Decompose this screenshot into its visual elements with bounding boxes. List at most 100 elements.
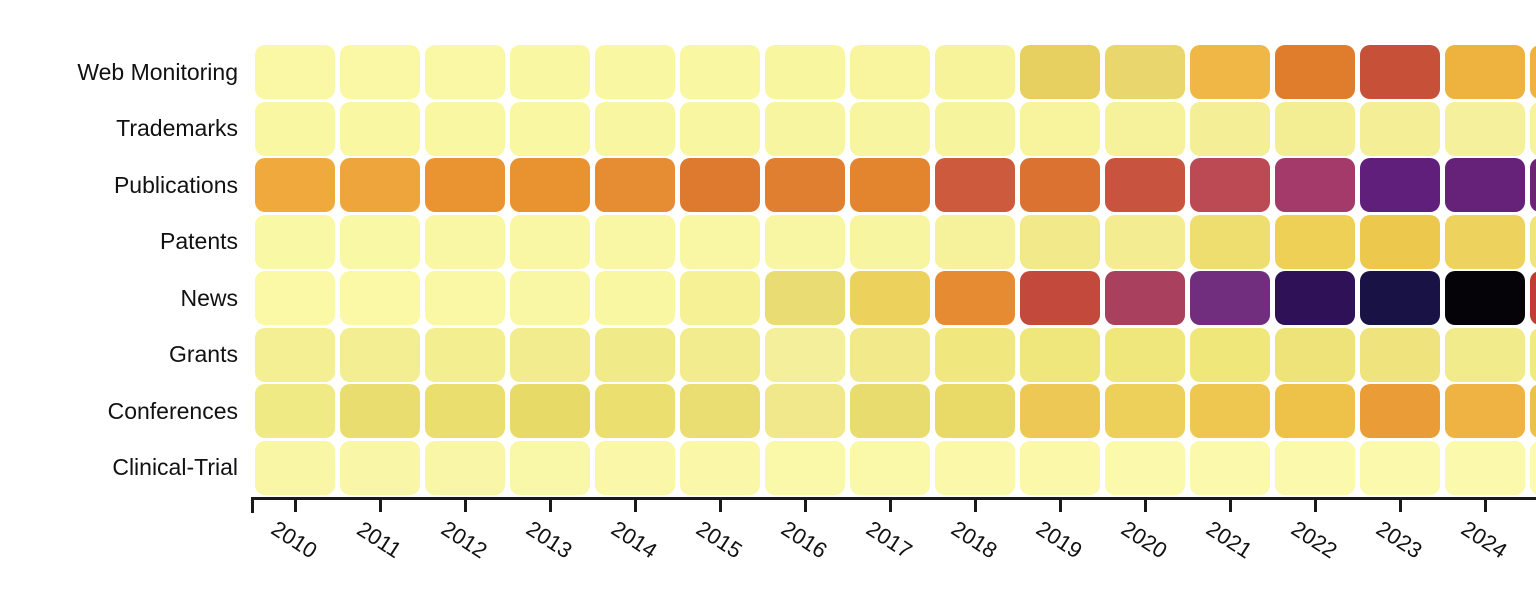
heatmap-cell-publications-2016 bbox=[765, 158, 845, 212]
heatmap-cell-patents-2016 bbox=[765, 214, 845, 269]
heatmap-cell-trademarks-2021 bbox=[1190, 101, 1270, 156]
x-axis-tick-2017 bbox=[888, 500, 892, 512]
heatmap-cell-clinical-trial-2022 bbox=[1275, 440, 1355, 495]
heatmap-cell-conferences-2020 bbox=[1105, 384, 1185, 438]
heatmap-cell-grants-2019 bbox=[1020, 327, 1100, 382]
heatmap-cell-web-monitoring-2024 bbox=[1445, 45, 1525, 99]
heatmap-cell-clinical-trial-partial bbox=[1530, 440, 1536, 495]
x-axis-tick-2014 bbox=[633, 500, 637, 512]
heatmap-cell-publications-2010 bbox=[255, 158, 335, 212]
heatmap-cell-patents-2012 bbox=[425, 214, 505, 269]
heatmap-cell-conferences-2011 bbox=[340, 384, 420, 438]
heatmap-cell-trademarks-2011 bbox=[340, 101, 420, 156]
heatmap-cell-web-monitoring-2015 bbox=[680, 45, 760, 99]
row-label-trademarks: Trademarks bbox=[116, 115, 238, 141]
x-tick-label-2022: 2022 bbox=[1286, 515, 1342, 564]
heatmap-cell-grants-2013 bbox=[510, 327, 590, 382]
row-label-conferences: Conferences bbox=[107, 397, 238, 424]
heatmap-cell-patents-2017 bbox=[850, 214, 930, 269]
heatmap-cell-grants-2012 bbox=[425, 327, 505, 382]
heatmap-cell-conferences-2014 bbox=[595, 384, 675, 438]
heatmap-cell-patents-2019 bbox=[1020, 214, 1100, 269]
heatmap-cell-trademarks-2012 bbox=[425, 101, 505, 156]
heatmap-cell-trademarks-2020 bbox=[1105, 101, 1185, 156]
heatmap-cell-publications-partial bbox=[1530, 158, 1536, 212]
heatmap-cell-publications-2011 bbox=[340, 158, 420, 212]
heatmap-cell-news-2013 bbox=[510, 271, 590, 325]
x-tick-label-2010: 2010 bbox=[266, 515, 322, 564]
heatmap-cell-trademarks-2015 bbox=[680, 101, 760, 156]
heatmap-cell-web-monitoring-2014 bbox=[595, 45, 675, 99]
heatmap-cell-patents-2023 bbox=[1360, 214, 1440, 269]
heatmap-cell-conferences-2019 bbox=[1020, 384, 1100, 438]
heatmap-cell-news-partial bbox=[1530, 271, 1536, 325]
heatmap-cell-publications-2015 bbox=[680, 158, 760, 212]
heatmap-cell-clinical-trial-2019 bbox=[1020, 440, 1100, 495]
x-tick-label-2011: 2011 bbox=[352, 516, 406, 563]
heatmap-cell-patents-2013 bbox=[510, 214, 590, 269]
heatmap-cell-grants-partial bbox=[1530, 327, 1536, 382]
heatmap-cell-news-2018 bbox=[935, 271, 1015, 325]
heatmap-cell-clinical-trial-2018 bbox=[935, 440, 1015, 495]
x-tick-label-2012: 2012 bbox=[436, 515, 492, 564]
heatmap-cell-web-monitoring-2016 bbox=[765, 45, 845, 99]
heatmap-cell-grants-2022 bbox=[1275, 327, 1355, 382]
heatmap-cell-patents-2022 bbox=[1275, 214, 1355, 269]
x-axis-tick-2013 bbox=[548, 500, 552, 512]
heatmap-cell-trademarks-2014 bbox=[595, 101, 675, 156]
heatmap-cell-grants-2015 bbox=[680, 327, 760, 382]
heatmap-cell-publications-2023 bbox=[1360, 158, 1440, 212]
row-label-publications: Publications bbox=[113, 171, 238, 198]
heatmap-cell-clinical-trial-2014 bbox=[595, 440, 675, 495]
x-tick-label-2013: 2013 bbox=[521, 515, 577, 564]
x-tick-label-2016: 2016 bbox=[776, 515, 832, 564]
heatmap-cell-web-monitoring-2013 bbox=[510, 45, 590, 99]
heatmap-cell-clinical-trial-2011 bbox=[340, 440, 420, 495]
x-axis-tick-2012 bbox=[463, 500, 467, 512]
heatmap-cell-conferences-2024 bbox=[1445, 384, 1525, 438]
heatmap-cell-news-2016 bbox=[765, 271, 845, 325]
heatmap-cell-patents-2024 bbox=[1445, 214, 1525, 269]
heatmap-cell-news-2020 bbox=[1105, 271, 1185, 325]
heatmap-cell-trademarks-2013 bbox=[510, 101, 590, 156]
heatmap-cell-conferences-2017 bbox=[850, 384, 930, 438]
x-tick-label-2020: 2020 bbox=[1116, 515, 1172, 564]
heatmap-cell-news-2023 bbox=[1360, 271, 1440, 325]
heatmap-cell-conferences-2012 bbox=[425, 384, 505, 438]
heatmap-cell-conferences-2013 bbox=[510, 384, 590, 438]
heatmap-cell-web-monitoring-2019 bbox=[1020, 45, 1100, 99]
x-axis-tick-2024 bbox=[1483, 500, 1487, 512]
heatmap-cell-clinical-trial-2015 bbox=[680, 440, 760, 495]
heatmap-cell-web-monitoring-2017 bbox=[850, 45, 930, 99]
heatmap-cell-grants-2011 bbox=[340, 327, 420, 382]
x-axis-tick-2016 bbox=[803, 500, 807, 512]
heatmap-cell-publications-2020 bbox=[1105, 158, 1185, 212]
heatmap-cell-clinical-trial-2013 bbox=[510, 440, 590, 495]
x-tick-label-2019: 2019 bbox=[1031, 515, 1087, 564]
x-tick-label-2017: 2017 bbox=[861, 515, 917, 564]
heatmap-cell-conferences-2015 bbox=[680, 384, 760, 438]
heatmap-cell-web-monitoring-2010 bbox=[255, 45, 335, 99]
x-axis-tick-2022 bbox=[1313, 500, 1317, 512]
heatmap-cell-web-monitoring-2012 bbox=[425, 45, 505, 99]
heatmap-cell-clinical-trial-2016 bbox=[765, 440, 845, 495]
heatmap-cell-grants-2021 bbox=[1190, 327, 1270, 382]
heatmap-cell-clinical-trial-2010 bbox=[255, 440, 335, 495]
x-tick-label-2015: 2015 bbox=[691, 515, 747, 564]
heatmap-cell-trademarks-2023 bbox=[1360, 101, 1440, 156]
x-tick-label-2024: 2024 bbox=[1456, 515, 1512, 564]
heatmap-cell-grants-2020 bbox=[1105, 327, 1185, 382]
row-label-clinical-trial: Clinical-Trial bbox=[112, 454, 238, 480]
heatmap-cell-news-2017 bbox=[850, 271, 930, 325]
heatmap-cell-clinical-trial-2020 bbox=[1105, 440, 1185, 495]
heatmap-cell-trademarks-2010 bbox=[255, 101, 335, 156]
heatmap-cell-grants-2014 bbox=[595, 327, 675, 382]
heatmap-cell-patents-partial bbox=[1530, 214, 1536, 269]
heatmap-cell-clinical-trial-2024 bbox=[1445, 440, 1525, 495]
heatmap-cell-publications-2014 bbox=[595, 158, 675, 212]
heatmap-cell-conferences-2016 bbox=[765, 384, 845, 438]
heatmap-cell-grants-2024 bbox=[1445, 327, 1525, 382]
heatmap-cell-conferences-partial bbox=[1530, 384, 1536, 438]
x-axis-tick-2023 bbox=[1398, 500, 1402, 512]
